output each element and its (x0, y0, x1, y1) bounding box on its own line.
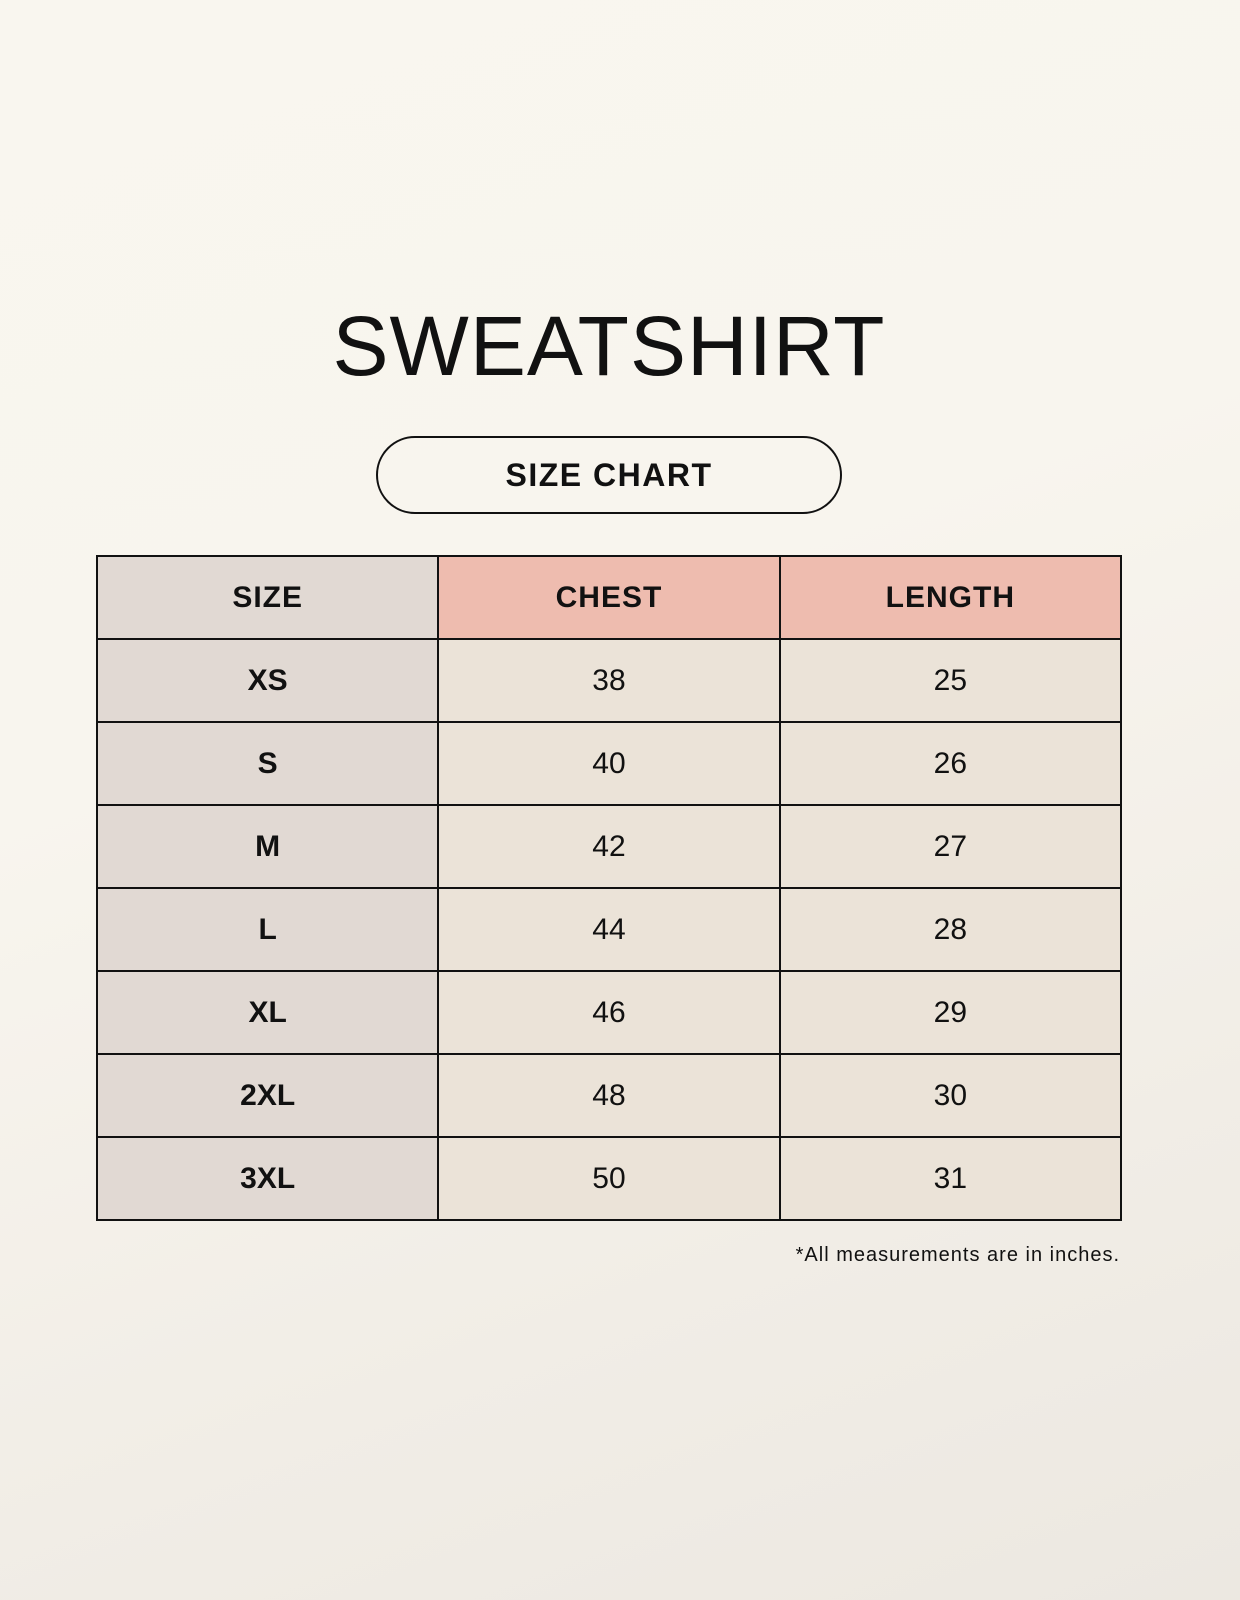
header-length: LENGTH (778, 555, 1123, 640)
cell-chest: 46 (437, 970, 781, 1055)
cell-chest: 44 (437, 887, 781, 972)
cell-chest: 42 (437, 804, 781, 889)
cell-size: L (95, 887, 440, 972)
table-header-row: SIZE CHEST LENGTH (95, 555, 1123, 640)
page-title: SWEATSHIRT (332, 299, 886, 393)
table-row: 3XL 50 31 (95, 1136, 1123, 1221)
cell-chest: 48 (437, 1053, 781, 1138)
table-row: S 40 26 (95, 721, 1123, 806)
cell-length: 27 (778, 804, 1123, 889)
cell-size: S (95, 721, 440, 806)
cell-length: 28 (778, 887, 1123, 972)
table-row: 2XL 48 30 (95, 1053, 1123, 1138)
cell-length: 25 (778, 638, 1123, 723)
size-table: SIZE CHEST LENGTH XS 38 25 S 40 26 M 42 27 L 44 28 X… (95, 555, 1123, 1221)
table-row: M 42 27 (95, 804, 1123, 889)
table-row: XS 38 25 (95, 638, 1123, 723)
header-size: SIZE (95, 555, 440, 640)
measurement-note: *All measurements are in inches. (795, 1244, 1120, 1266)
cell-length: 26 (778, 721, 1123, 806)
table-row: XL 46 29 (95, 970, 1123, 1055)
size-chart-badge: SIZE CHART (376, 436, 842, 514)
cell-size: 3XL (95, 1136, 440, 1221)
cell-chest: 50 (437, 1136, 781, 1221)
cell-length: 29 (778, 970, 1123, 1055)
cell-length: 31 (778, 1136, 1123, 1221)
header-chest: CHEST (437, 555, 781, 640)
cell-chest: 38 (437, 638, 781, 723)
table-row: L 44 28 (95, 887, 1123, 972)
cell-chest: 40 (437, 721, 781, 806)
cell-size: 2XL (95, 1053, 440, 1138)
cell-size: M (95, 804, 440, 889)
cell-size: XL (95, 970, 440, 1055)
cell-length: 30 (778, 1053, 1123, 1138)
cell-size: XS (95, 638, 440, 723)
